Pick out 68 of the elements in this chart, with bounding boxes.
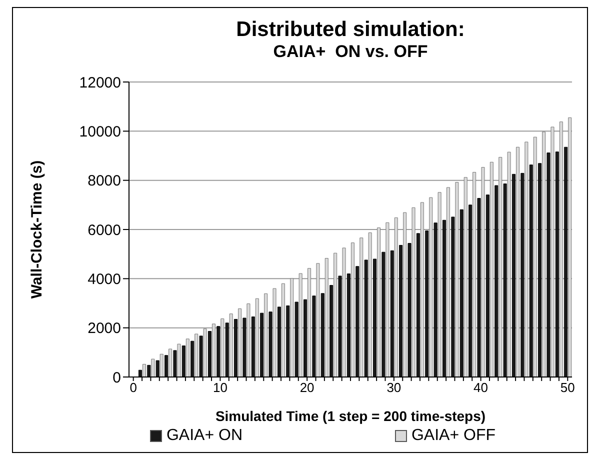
bar — [168, 348, 172, 377]
bar — [255, 298, 259, 377]
bar — [177, 344, 181, 377]
bar — [290, 278, 294, 377]
legend-label: GAIA+ OFF — [411, 427, 496, 445]
x-tick-label: 30 — [386, 380, 402, 396]
bar — [264, 293, 268, 377]
y-axis-title: Wall-Clock-Time (s) — [28, 160, 46, 299]
bar — [507, 152, 511, 377]
bar — [550, 126, 554, 377]
legend-label: GAIA+ ON — [166, 427, 243, 445]
bar — [229, 314, 233, 377]
bar — [542, 132, 546, 377]
bar — [160, 354, 164, 377]
y-tick-label: 8000 — [88, 172, 121, 190]
bar — [142, 364, 146, 377]
x-tick-label: 0 — [130, 380, 137, 396]
bar — [194, 334, 198, 377]
bar — [151, 358, 155, 377]
bar — [429, 197, 433, 377]
bar — [498, 156, 502, 377]
bar — [342, 248, 346, 377]
bar — [368, 232, 372, 377]
bar — [334, 252, 338, 377]
bar — [238, 308, 242, 377]
bar — [472, 172, 476, 377]
bar — [350, 242, 354, 377]
bar — [316, 263, 320, 377]
bar — [490, 162, 494, 377]
bar — [516, 146, 520, 377]
y-tick-label: 12000 — [79, 74, 121, 92]
x-axis-title: Simulated Time (1 step = 200 time-steps) — [215, 408, 486, 424]
bar — [446, 187, 450, 377]
bar — [420, 202, 424, 377]
bar — [212, 324, 216, 377]
bar — [524, 142, 528, 377]
bar — [438, 192, 442, 377]
bar — [403, 212, 407, 377]
x-tick-label: 20 — [300, 380, 314, 396]
bar — [246, 303, 250, 377]
bar — [481, 167, 485, 377]
chart-title: Distributed simulation: — [235, 18, 466, 42]
x-tick-label: 10 — [212, 380, 228, 396]
bar — [220, 318, 224, 377]
y-tick-label: 4000 — [88, 270, 121, 288]
bar — [360, 238, 364, 377]
x-tick-label: 40 — [474, 380, 488, 396]
bar — [386, 222, 390, 377]
bar — [394, 217, 398, 377]
bar — [272, 288, 276, 377]
bar — [412, 207, 416, 377]
bar — [464, 177, 468, 377]
bar — [559, 122, 563, 377]
y-tick-label: 6000 — [88, 222, 121, 239]
bar — [298, 273, 302, 377]
bar — [281, 283, 285, 377]
bar — [324, 258, 328, 377]
bar — [186, 338, 190, 377]
y-tick-label: 2000 — [88, 320, 121, 338]
y-tick-label: 10000 — [79, 123, 121, 140]
bar — [533, 136, 537, 377]
x-tick-label: 50 — [560, 380, 575, 396]
bar — [377, 228, 381, 377]
bar — [455, 182, 459, 377]
chart-subtitle: GAIA+ ON vs. OFF — [272, 42, 429, 62]
bar — [568, 117, 572, 377]
bar — [308, 268, 312, 377]
bar — [203, 328, 207, 377]
